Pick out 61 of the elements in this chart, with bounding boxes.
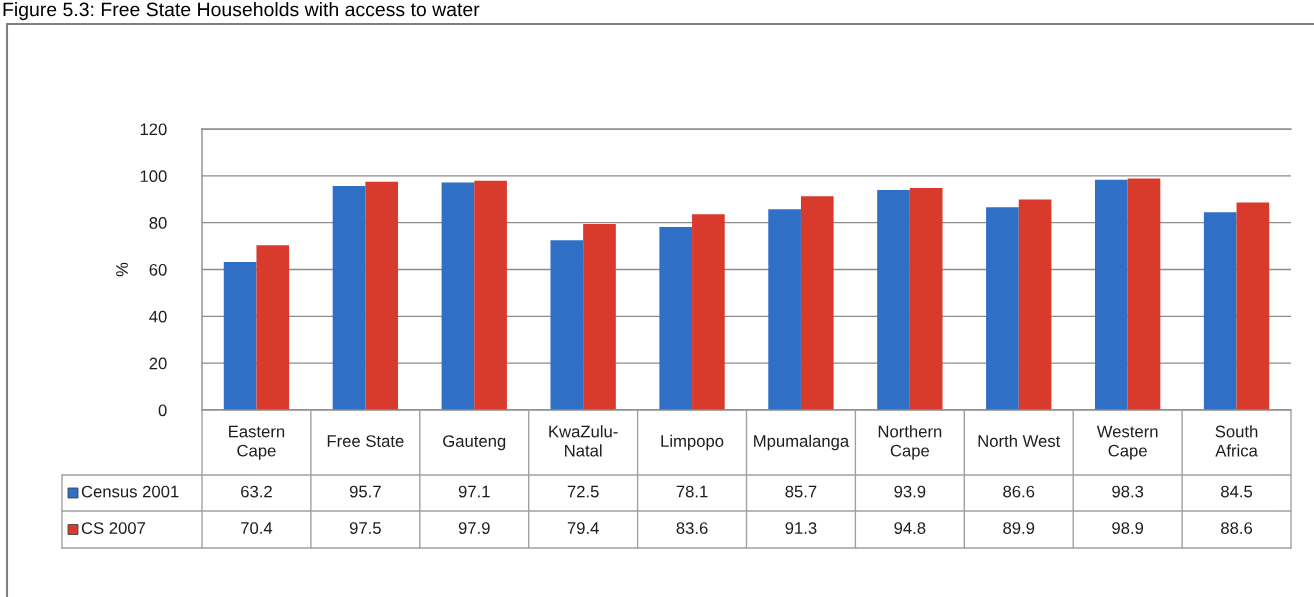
bar [1236,202,1270,410]
x-tick-label: Free State [327,435,404,447]
bar [365,181,399,410]
x-tick-label: Northern Cape [878,425,942,460]
data-label: 97.1 [458,485,490,498]
bar [909,188,943,410]
x-tick-label: Eastern Cape [229,425,285,460]
bar [256,245,290,410]
data-label: 85.7 [785,485,817,498]
y-tick-label: 60 [149,263,167,276]
data-label: 79.4 [567,522,599,534]
bar [800,196,834,410]
bar [441,182,475,410]
bar [1018,199,1052,410]
x-tick-label: KwaZulu-Natal [549,425,618,457]
data-label: 98.9 [1112,522,1144,534]
x-tick-label: North West [978,434,1061,447]
bar [877,190,910,410]
chart-title: Figure 5.3: Free State Households with access to water [3,2,480,21]
bar [474,180,507,410]
data-label: 83.6 [676,522,708,534]
bar [223,262,257,410]
x-tick-label: Limpopo [661,434,724,451]
y-tick-label: 20 [149,357,167,370]
data-label: 93.9 [894,485,926,498]
bar [1203,212,1237,410]
data-label: 89.9 [1003,522,1035,534]
data-label: 91.3 [785,522,817,534]
data-label: 97.9 [458,522,490,534]
x-tick-label: South Africa [1215,425,1258,457]
legend-label: Census 2001 [81,485,179,498]
x-tick-label: Western Cape [1096,425,1158,460]
bar [659,227,693,410]
bar [550,240,584,410]
bar [583,224,616,410]
data-label: 70.4 [241,522,273,534]
data-label: 97.5 [349,522,381,534]
data-label: 95.7 [349,485,381,498]
data-label: 78.1 [676,485,708,498]
bar [692,214,725,410]
data-label: 63.2 [241,485,272,498]
y-tick-label: 0 [158,404,167,417]
data-label: 94.8 [894,522,926,534]
data-label: 98.3 [1112,485,1144,498]
y-tick-label: 80 [149,217,167,229]
y-axis-title: % [116,262,128,277]
bar [1127,178,1161,410]
data-label: 88.6 [1221,522,1253,534]
x-tick-label: Mpumalanga [754,434,850,451]
data-label: 86.6 [1003,485,1035,498]
y-tick-label: 120 [140,123,167,136]
bar [986,207,1019,410]
legend-label: CS 2007 [81,522,146,534]
bar [768,209,801,410]
x-tick-label: Gauteng [443,435,506,451]
bar [332,185,366,410]
bar [1094,179,1128,410]
y-tick-label: 40 [149,310,167,323]
y-tick-label: 100 [140,170,167,183]
data-label: 72.5 [567,485,599,498]
data-label: 84.5 [1221,485,1253,498]
